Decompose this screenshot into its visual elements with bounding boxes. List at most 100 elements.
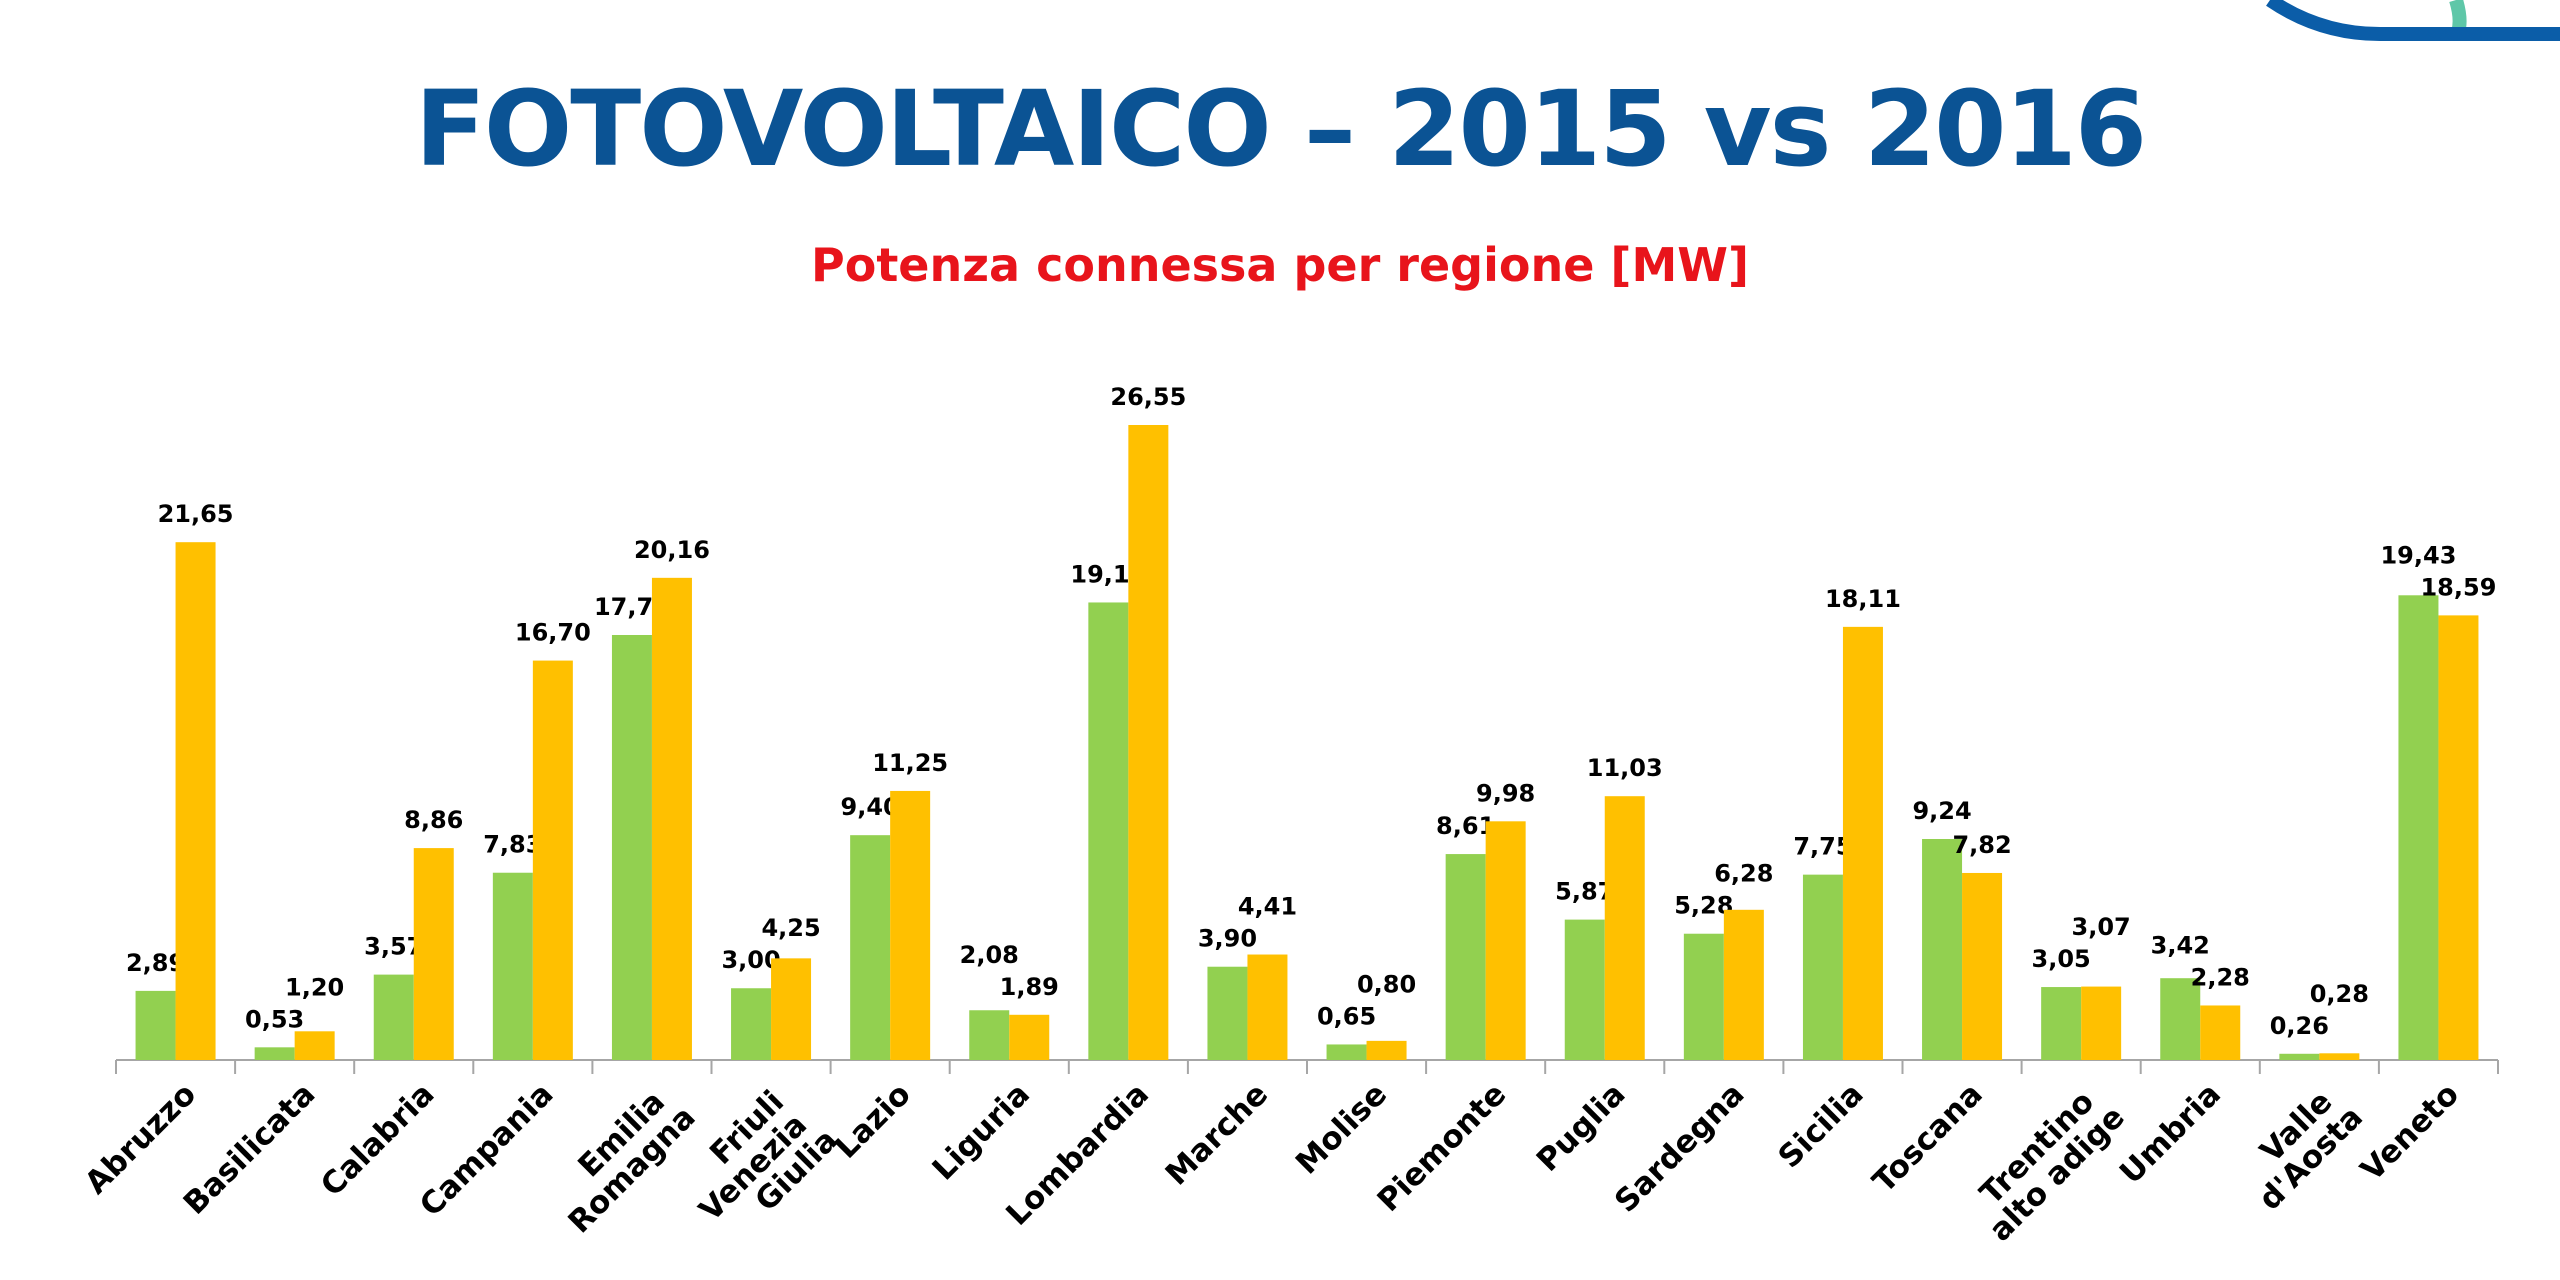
bar-2016 [175,542,216,1060]
bar-2015 [135,990,176,1060]
page-title: FOTOVOLTAICO – 2015 vs 2016 [414,68,2147,190]
data-label-2016: 8,86 [404,806,463,834]
data-label-2015: 7,83 [483,831,542,859]
x-tick-label-line: Sardegna [1608,1076,1751,1219]
bar-2016 [2200,1005,2241,1060]
data-label-2016: 3,07 [2072,913,2131,941]
x-tick-label: Piemonte [1371,1076,1514,1219]
bar-2016 [1962,872,2003,1060]
data-label-2015: 0,26 [2270,1012,2329,1040]
data-label-2015: 19,43 [2380,541,2456,569]
bar-2015 [1326,1044,1367,1060]
bar-2015 [1207,966,1248,1060]
data-label-2016: 2,28 [2191,963,2250,991]
data-label-2016: 18,59 [2420,573,2496,601]
x-tick-label: Sicilia [1772,1076,1871,1175]
bar-2016 [2438,615,2479,1060]
x-tick-label: Toscana [1866,1076,1990,1200]
bar-2016 [2319,1053,2360,1060]
bar-2016 [1128,425,1169,1060]
bar-2016 [1604,796,1645,1060]
x-tick-label: Calabria [314,1076,441,1203]
bar-2016 [294,1031,335,1060]
data-label-2016: 4,25 [761,914,820,942]
x-tick-label-line: Abruzzo [78,1076,203,1201]
x-tick-label-line: Molise [1289,1076,1394,1181]
bar-2015 [2398,595,2439,1060]
bar-2016 [413,848,454,1060]
data-label-2016: 11,03 [1587,754,1663,782]
data-label-2016: 21,65 [158,500,234,528]
bar-2015 [1088,602,1129,1060]
x-tick-label: Abruzzo [78,1076,203,1201]
bar-2015 [1445,854,1486,1060]
bar-2016 [1247,954,1288,1060]
data-label-2015: 2,89 [126,949,185,977]
data-label-2015: 3,42 [2151,931,2210,959]
bar-2015 [611,634,652,1060]
x-tick-label: Sardegna [1608,1076,1751,1219]
x-tick-label: Valle d'Aosta [2229,1076,2370,1217]
data-label-2016: 20,16 [634,536,710,564]
x-tick-label: Friuli Venezia Giulia [669,1076,844,1251]
data-label-2016: 1,20 [285,973,344,1001]
x-tick-label-line: Sicilia [1772,1076,1871,1175]
bar-2016 [2081,986,2122,1060]
bar-2016 [532,660,573,1060]
bar-2015 [731,988,772,1060]
data-label-2015: 0,65 [1317,1002,1376,1030]
data-label-2016: 11,25 [872,749,948,777]
bar-2015 [1683,933,1724,1060]
x-tick-label: Puglia [1530,1076,1633,1179]
data-label-2015: 3,05 [2032,945,2091,973]
data-label-2016: 9,98 [1476,779,1535,807]
data-label-2015: 3,90 [1198,925,1257,953]
bar-2016 [651,577,692,1060]
x-tick-label-line: Puglia [1530,1076,1633,1179]
chart-subtitle: Potenza connessa per regione [MW] [811,238,1749,292]
x-tick-label: Molise [1289,1076,1394,1181]
data-label-2016: 18,11 [1825,585,1901,613]
data-label-2016: 16,70 [515,619,591,647]
data-label-2016: 0,28 [2310,980,2369,1008]
bar-2015 [492,872,533,1060]
x-tick-label: Lazio [828,1076,918,1166]
x-tick-label-line: Piemonte [1371,1076,1514,1219]
bar-2015 [2279,1053,2320,1060]
data-label-2015: 8,61 [1436,812,1495,840]
bar-2016 [1485,821,1526,1060]
x-tick-label-line: Calabria [314,1076,441,1203]
data-label-2016: 6,28 [1714,860,1773,888]
bar-2015 [373,974,414,1060]
logo-arc-icon [2266,0,2560,41]
x-tick-label-line: Lazio [828,1076,918,1166]
bar-2015 [850,835,891,1060]
data-label-2016: 0,80 [1357,970,1416,998]
data-label-2015: 0,53 [245,1005,304,1033]
data-label-2015: 3,57 [364,933,423,961]
data-label-2015: 3,00 [721,946,780,974]
bar-2016 [890,790,931,1060]
x-tick-label-line: Veneto [2354,1076,2466,1188]
x-tick-label-line: Toscana [1866,1076,1990,1200]
data-label-2015: 9,40 [841,793,900,821]
x-tick-label: Emilia Romagna [538,1076,702,1240]
bar-2015 [969,1010,1010,1060]
bar-2016 [1366,1040,1407,1060]
data-label-2016: 7,82 [1952,831,2011,859]
bar-2015 [2041,987,2082,1060]
bar-2015 [1802,874,1843,1060]
bar-2015 [1564,919,1605,1060]
x-tick-label-line: Liguria [926,1076,1037,1187]
bar-2015 [254,1047,295,1060]
bar-2015 [2160,978,2201,1060]
bar-2016 [1842,626,1883,1060]
x-tick-label-line: Umbria [2113,1076,2228,1191]
x-tick-label: Marche [1159,1076,1275,1192]
data-label-2016: 26,55 [1110,383,1186,411]
data-label-2015: 5,87 [1555,878,1614,906]
bar-2016 [1723,909,1764,1060]
x-tick-label: Veneto [2354,1076,2466,1188]
bar-2016 [1009,1014,1050,1060]
